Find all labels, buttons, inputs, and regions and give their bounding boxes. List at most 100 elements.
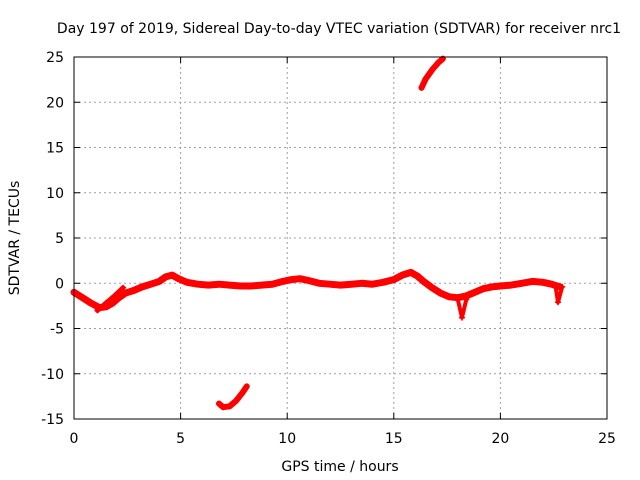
data-point: [554, 299, 561, 306]
data-point: [102, 300, 109, 307]
data-point: [220, 404, 227, 411]
data-point: [120, 284, 127, 291]
data-point: [205, 282, 212, 289]
data-point: [497, 282, 504, 289]
data-point: [122, 290, 129, 297]
data-point: [369, 281, 376, 288]
data-point: [454, 296, 461, 303]
data-point: [130, 287, 137, 294]
data-point: [109, 300, 116, 307]
axis-ticks: [73, 56, 608, 420]
data-series: [70, 55, 566, 411]
data-point: [435, 59, 442, 66]
data-point: [418, 84, 425, 91]
y-tick-label: -5: [50, 322, 64, 338]
x-axis-label: GPS time / hours: [281, 459, 398, 475]
data-point: [471, 289, 478, 296]
data-point: [226, 282, 233, 289]
data-point: [559, 283, 566, 290]
y-tick-label: 15: [46, 141, 64, 157]
series-group: [418, 55, 446, 91]
series-group: [552, 283, 566, 306]
data-point: [169, 272, 176, 279]
y-tick-label: 25: [46, 50, 64, 66]
data-point: [337, 282, 344, 289]
data-point: [348, 281, 355, 288]
tick-labels: 0 5 10 15 20 25 -15 -10 -5 0 5 10 15 20 25: [41, 50, 616, 447]
series-group: [454, 296, 470, 321]
data-point: [79, 294, 86, 301]
data-point: [548, 281, 555, 288]
data-point: [111, 292, 118, 299]
data-point: [239, 389, 246, 396]
data-point: [326, 281, 333, 288]
data-point: [243, 383, 250, 390]
chart-title: Day 197 of 2019, Sidereal Day-to-day VTE…: [57, 21, 621, 37]
series-line: [216, 383, 250, 411]
y-tick-label: 10: [46, 186, 64, 202]
data-point: [380, 279, 387, 286]
data-point: [316, 280, 323, 287]
data-point: [162, 273, 169, 280]
x-tick-label: 20: [491, 431, 509, 447]
data-point: [94, 307, 101, 314]
data-point: [215, 400, 222, 407]
y-tick-label: 0: [55, 276, 64, 292]
data-point: [279, 278, 286, 285]
data-point: [288, 276, 295, 283]
data-point: [437, 290, 444, 297]
data-point: [459, 314, 466, 321]
data-point: [429, 284, 436, 291]
x-tick-label: 10: [278, 431, 296, 447]
data-point: [115, 294, 122, 301]
y-tick-label: -10: [41, 367, 64, 383]
data-point: [518, 280, 525, 287]
x-tick-label: 5: [176, 431, 185, 447]
data-point: [529, 278, 536, 285]
data-point: [305, 277, 312, 284]
series-group: [215, 383, 250, 411]
data-point: [258, 282, 265, 289]
data-point: [147, 281, 154, 288]
data-point: [390, 276, 397, 283]
data-point: [463, 296, 470, 303]
data-point: [414, 273, 421, 280]
y-tick-label: 5: [55, 231, 64, 247]
data-point: [552, 284, 559, 291]
series-group: [94, 284, 127, 314]
data-point: [422, 75, 429, 82]
data-point: [480, 285, 487, 292]
data-point: [226, 403, 233, 410]
data-point: [156, 278, 163, 285]
data-point: [508, 282, 515, 289]
series-line: [70, 268, 564, 312]
series-line: [95, 285, 126, 313]
x-tick-label: 25: [598, 431, 616, 447]
data-point: [88, 300, 95, 307]
y-axis-label: SDTVAR / TECUs: [7, 181, 23, 296]
data-point: [215, 281, 222, 288]
data-point: [247, 282, 254, 289]
data-point: [358, 280, 365, 287]
y-tick-label: -15: [41, 412, 64, 428]
data-point: [175, 275, 182, 282]
data-point: [429, 66, 436, 73]
data-point: [237, 282, 244, 289]
series-group: [70, 268, 564, 312]
data-point: [233, 397, 240, 404]
x-tick-label: 0: [70, 431, 79, 447]
data-point: [183, 279, 190, 286]
data-point: [540, 279, 547, 286]
data-point: [407, 269, 414, 276]
data-point: [420, 278, 427, 285]
x-tick-label: 15: [385, 431, 403, 447]
data-point: [446, 293, 453, 300]
data-point: [194, 281, 201, 288]
data-point: [269, 281, 276, 288]
data-point: [296, 275, 303, 282]
data-point: [488, 283, 495, 290]
grid: [74, 57, 607, 419]
data-point: [139, 283, 146, 290]
data-point: [399, 272, 406, 279]
